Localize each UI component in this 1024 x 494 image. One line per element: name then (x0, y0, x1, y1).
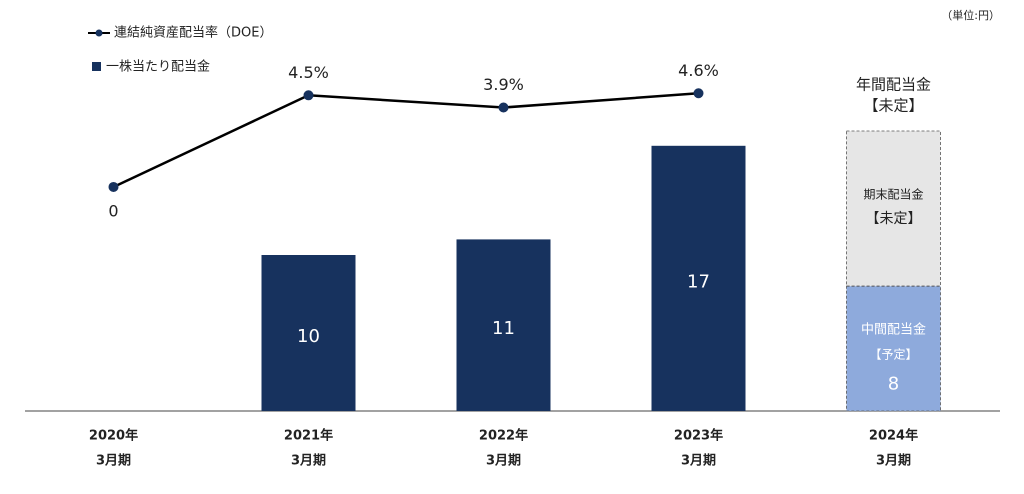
legend-swatch (92, 62, 101, 71)
bar (846, 285, 941, 412)
pending-box (846, 130, 941, 287)
x-tick-label: 3月期 (291, 454, 326, 469)
x-tick-label: 3月期 (486, 454, 521, 469)
x-tick-label: 2023年 (674, 428, 723, 444)
line-marker (498, 102, 509, 113)
x-tick-label: 2024年 (869, 428, 918, 444)
bar (261, 255, 356, 411)
annual-note: 【未定】 (863, 97, 923, 115)
line-marker (693, 88, 704, 99)
bar-value-label: 11 (492, 318, 515, 339)
line (112, 92, 699, 189)
interim-label: 中間配当金 (861, 322, 926, 338)
x-tick-label: 3月期 (876, 454, 911, 469)
line-value-label: 3.9% (483, 75, 524, 94)
pending-label: 【未定】 (866, 211, 922, 227)
bar (456, 239, 551, 411)
bar-value-label: 17 (687, 271, 710, 292)
x-tick-label: 2020年 (89, 428, 138, 444)
line-value-label: 4.6% (678, 61, 719, 80)
bar (651, 145, 746, 412)
annual-note: 年間配当金 (856, 76, 931, 94)
legend-label: 連結純資産配当率（DOE） (114, 25, 272, 41)
line-value-label: 0 (108, 201, 118, 220)
line-marker (108, 181, 119, 192)
legend-marker (95, 29, 103, 37)
unit-label: （単位:円） (941, 8, 1000, 22)
bar-value-label: 10 (297, 326, 320, 347)
interim-label: 【予定】 (869, 347, 917, 362)
x-tick-label: 3月期 (96, 454, 131, 469)
bar-value-label: 8 (888, 374, 899, 395)
x-tick-label: 2021年 (284, 428, 333, 444)
pending-label: 期末配当金 (863, 187, 923, 202)
x-tick-label: 3月期 (681, 454, 716, 469)
line-marker (303, 90, 314, 101)
legend-label: 一株当たり配当金 (106, 59, 210, 75)
line-value-label: 4.5% (288, 63, 329, 82)
x-tick-label: 2022年 (479, 428, 528, 444)
